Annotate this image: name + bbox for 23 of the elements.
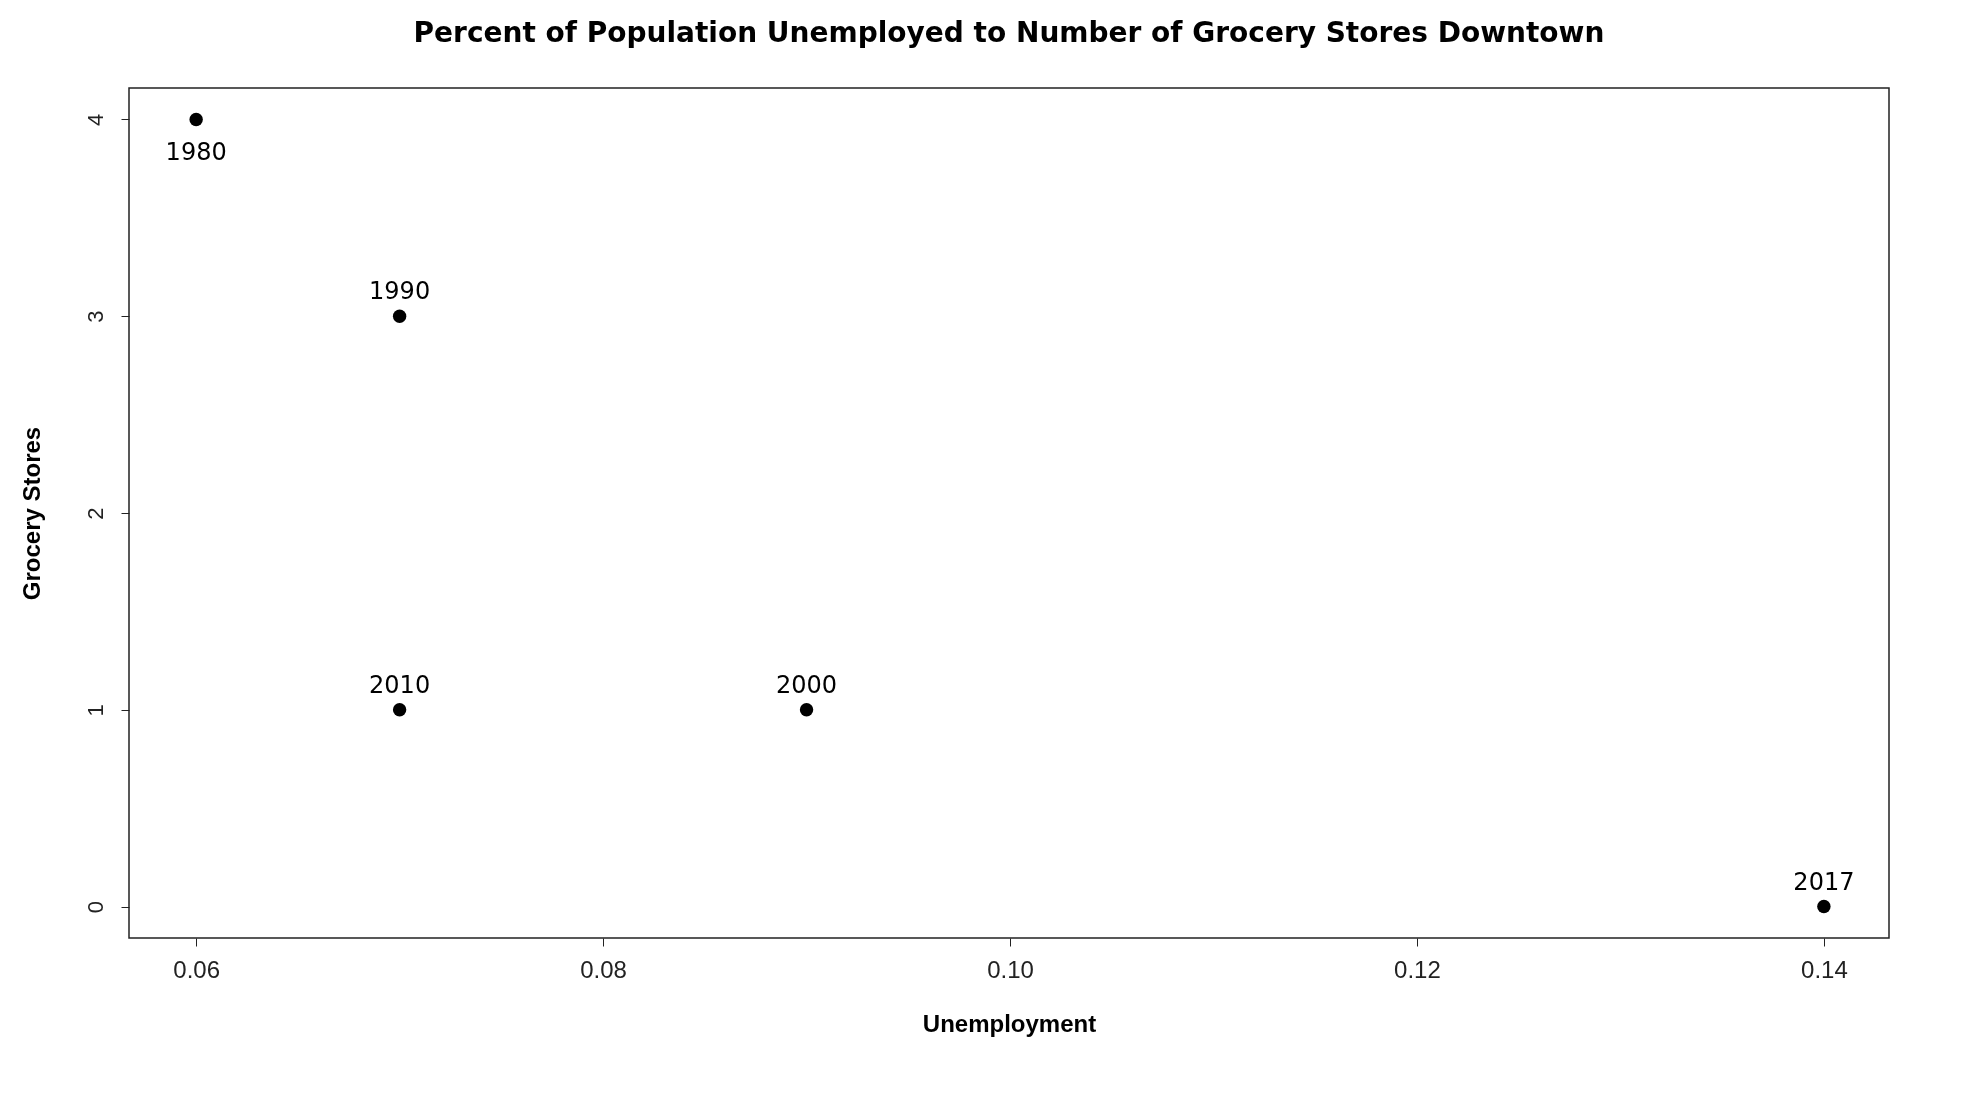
point: [799, 703, 814, 717]
point: [1817, 899, 1831, 914]
x-tick-label: 0.06: [173, 955, 220, 983]
annotation: 2010: [369, 670, 431, 699]
annotation: 2000: [776, 670, 838, 699]
y-tick-label: 3: [82, 310, 108, 323]
x-tick-label: 0.08: [580, 955, 627, 983]
x-tick-label: 0.12: [1394, 955, 1441, 983]
y-axis-title: Grocery Stores: [17, 426, 45, 601]
y-tick-label: 1: [82, 704, 108, 717]
x-tick-label: 0.10: [987, 955, 1034, 983]
y-tick-label: 0: [82, 900, 108, 914]
point: [392, 309, 407, 323]
x-tick-label: 0.14: [1801, 955, 1848, 983]
chart-title: Percent of Population Unemployed to Number of Grocery Stores Downtown: [413, 16, 1605, 49]
annotation: 2017: [1793, 867, 1855, 896]
annotation: 1990: [369, 277, 431, 306]
y-tick-label: 4: [82, 113, 108, 127]
y-tick-label: 2: [82, 507, 108, 520]
point: [392, 703, 407, 717]
point: [189, 112, 203, 127]
annotation: 1980: [165, 138, 227, 167]
x-axis-title: Unemployment: [922, 1009, 1097, 1037]
